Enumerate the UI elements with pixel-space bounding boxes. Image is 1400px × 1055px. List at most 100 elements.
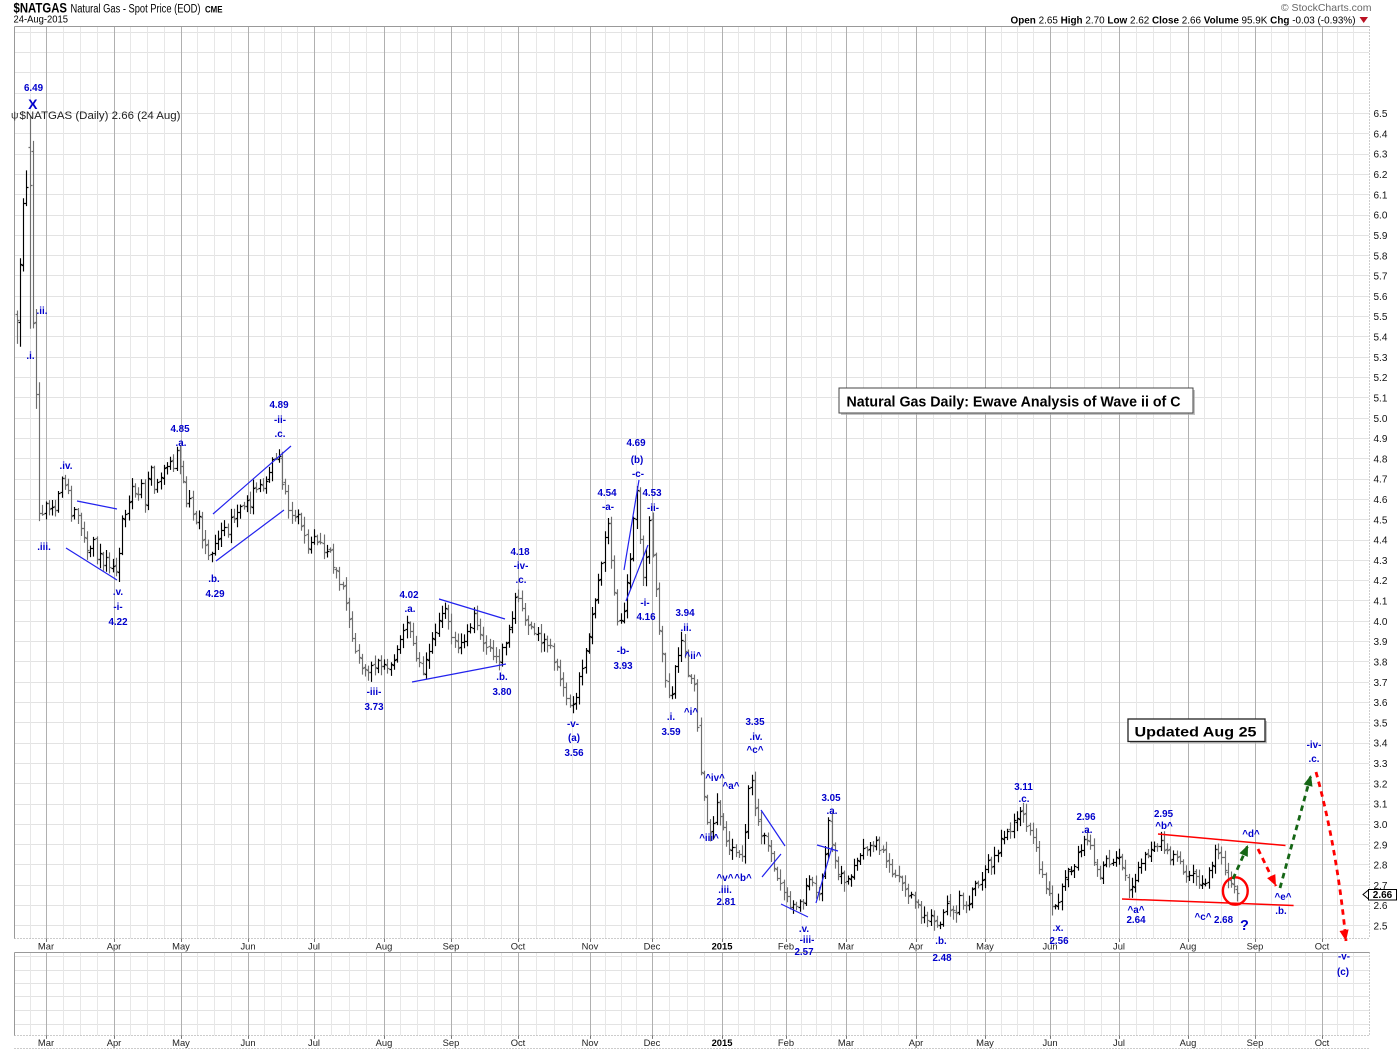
svg-text:2.64: 2.64 <box>1126 915 1146 926</box>
svg-text:.b.: .b. <box>496 672 508 683</box>
svg-text:4.85: 4.85 <box>170 424 190 435</box>
svg-text:5.9: 5.9 <box>1374 231 1388 242</box>
svg-text:2.66: 2.66 <box>1373 890 1393 901</box>
svg-text:Jul: Jul <box>308 1037 320 1048</box>
svg-text:-ii-: -ii- <box>274 415 286 426</box>
svg-text:Sep: Sep <box>443 940 460 951</box>
svg-text:2.95: 2.95 <box>1154 809 1174 820</box>
svg-text:.iv.: .iv. <box>60 461 73 472</box>
svg-text:3.6: 3.6 <box>1374 698 1388 709</box>
svg-text:2.68: 2.68 <box>1214 915 1234 926</box>
svg-text:Jun: Jun <box>1042 1037 1057 1048</box>
svg-text:3.7: 3.7 <box>1374 678 1388 689</box>
svg-text:4.5: 4.5 <box>1374 515 1388 526</box>
svg-text:May: May <box>976 940 994 951</box>
svg-text:5.1: 5.1 <box>1374 393 1388 404</box>
svg-text:.b.: .b. <box>935 936 947 947</box>
svg-text:Open 2.65 High 2.70 Low 2.62 C: Open 2.65 High 2.70 Low 2.62 Close 2.66 … <box>1011 15 1356 27</box>
svg-text:Updated Aug 25: Updated Aug 25 <box>1135 723 1257 739</box>
svg-text:2.8: 2.8 <box>1374 861 1388 872</box>
svg-text:5.7: 5.7 <box>1374 272 1388 283</box>
svg-text:5.0: 5.0 <box>1374 414 1388 425</box>
svg-text:.a.: .a. <box>827 806 838 817</box>
svg-text:5.3: 5.3 <box>1374 353 1388 364</box>
svg-text:?: ? <box>1240 918 1249 934</box>
svg-text:6.49: 6.49 <box>24 83 44 94</box>
svg-text:.a.: .a. <box>1082 825 1093 836</box>
svg-text:May: May <box>172 1037 190 1048</box>
svg-text:4.8: 4.8 <box>1374 454 1388 465</box>
svg-text:4.29: 4.29 <box>205 589 225 600</box>
svg-text:.c.: .c. <box>516 575 527 586</box>
svg-text:^iv^: ^iv^ <box>705 773 725 784</box>
svg-text:Jun: Jun <box>240 1037 255 1048</box>
svg-text:Aug: Aug <box>376 940 393 951</box>
svg-text:6.3: 6.3 <box>1374 150 1388 161</box>
svg-text:3.0: 3.0 <box>1374 820 1388 831</box>
svg-text:May: May <box>172 940 190 951</box>
svg-text:^iii^: ^iii^ <box>699 833 719 844</box>
svg-text:Apr: Apr <box>909 940 924 951</box>
svg-text:Mar: Mar <box>38 940 54 951</box>
svg-text:© StockCharts.com: © StockCharts.com <box>1281 2 1372 14</box>
svg-text:Sep: Sep <box>443 1037 460 1048</box>
svg-text:3.94: 3.94 <box>675 608 695 619</box>
svg-text:.ii.: .ii. <box>681 623 692 634</box>
svg-text:^v^: ^v^ <box>717 873 734 884</box>
svg-text:Mar: Mar <box>838 940 854 951</box>
svg-text:^ii^: ^ii^ <box>685 651 702 662</box>
svg-text:4.02: 4.02 <box>399 590 419 601</box>
svg-text:3.1: 3.1 <box>1374 800 1388 811</box>
svg-text:.a.: .a. <box>176 438 187 449</box>
svg-text:2.57: 2.57 <box>794 947 814 958</box>
svg-text:2.5: 2.5 <box>1374 922 1388 933</box>
svg-text:.c.: .c. <box>275 429 286 440</box>
svg-text:4.6: 4.6 <box>1374 495 1388 506</box>
svg-text:3.4: 3.4 <box>1374 739 1388 750</box>
svg-text:3.73: 3.73 <box>364 702 384 713</box>
svg-text:Apr: Apr <box>107 940 122 951</box>
svg-text:-a-: -a- <box>602 502 614 513</box>
svg-text:$NATGAS: $NATGAS <box>14 1 68 16</box>
svg-text:-ii-: -ii- <box>647 503 659 514</box>
svg-text:^i^: ^i^ <box>684 707 698 718</box>
svg-text:.v.: .v. <box>799 924 809 935</box>
svg-text:4.0: 4.0 <box>1374 617 1388 628</box>
svg-text:Dec: Dec <box>644 940 661 951</box>
svg-text:3.59: 3.59 <box>661 727 681 738</box>
svg-text:3.80: 3.80 <box>492 687 512 698</box>
svg-text:4.3: 4.3 <box>1374 556 1388 567</box>
svg-text:Oct: Oct <box>1315 1037 1330 1048</box>
svg-text:Natural Gas Daily: Ewave Analy: Natural Gas Daily: Ewave Analysis of Wav… <box>847 395 1182 411</box>
svg-text:4.69: 4.69 <box>626 438 646 449</box>
svg-text:5.6: 5.6 <box>1374 292 1388 303</box>
svg-text:2.96: 2.96 <box>1076 812 1096 823</box>
svg-text:6.2: 6.2 <box>1374 170 1388 181</box>
svg-text:-iii-: -iii- <box>367 687 382 698</box>
svg-text:5.2: 5.2 <box>1374 373 1388 384</box>
svg-text:Feb: Feb <box>778 940 794 951</box>
svg-text:Feb: Feb <box>778 1037 794 1048</box>
svg-text:3.2: 3.2 <box>1374 779 1388 790</box>
svg-text:.c.: .c. <box>1019 794 1030 805</box>
svg-text:^a^: ^a^ <box>723 781 740 792</box>
svg-text:4.16: 4.16 <box>636 612 656 623</box>
svg-text:.i.: .i. <box>667 712 675 723</box>
svg-text:.iii.: .iii. <box>37 542 51 553</box>
svg-text:Aug: Aug <box>1180 1037 1197 1048</box>
svg-text:.iii.: .iii. <box>718 885 732 896</box>
svg-text:Jun: Jun <box>240 940 255 951</box>
svg-text:Sep: Sep <box>1247 1037 1264 1048</box>
svg-text:Nov: Nov <box>582 940 599 951</box>
svg-text:Jun: Jun <box>1042 940 1057 951</box>
svg-text:3.3: 3.3 <box>1374 759 1388 770</box>
svg-text:6.1: 6.1 <box>1374 190 1388 201</box>
svg-text:$NATGAS (Daily) 2.66 (24 Aug): $NATGAS (Daily) 2.66 (24 Aug) <box>20 110 181 122</box>
svg-text:(b): (b) <box>631 455 644 466</box>
svg-text:-i-: -i- <box>113 602 122 613</box>
svg-text:(c): (c) <box>1337 967 1349 978</box>
svg-text:Apr: Apr <box>909 1037 924 1048</box>
svg-text:Mar: Mar <box>38 1037 54 1048</box>
svg-text:Jul: Jul <box>1113 940 1125 951</box>
svg-text:4.18: 4.18 <box>510 547 530 558</box>
